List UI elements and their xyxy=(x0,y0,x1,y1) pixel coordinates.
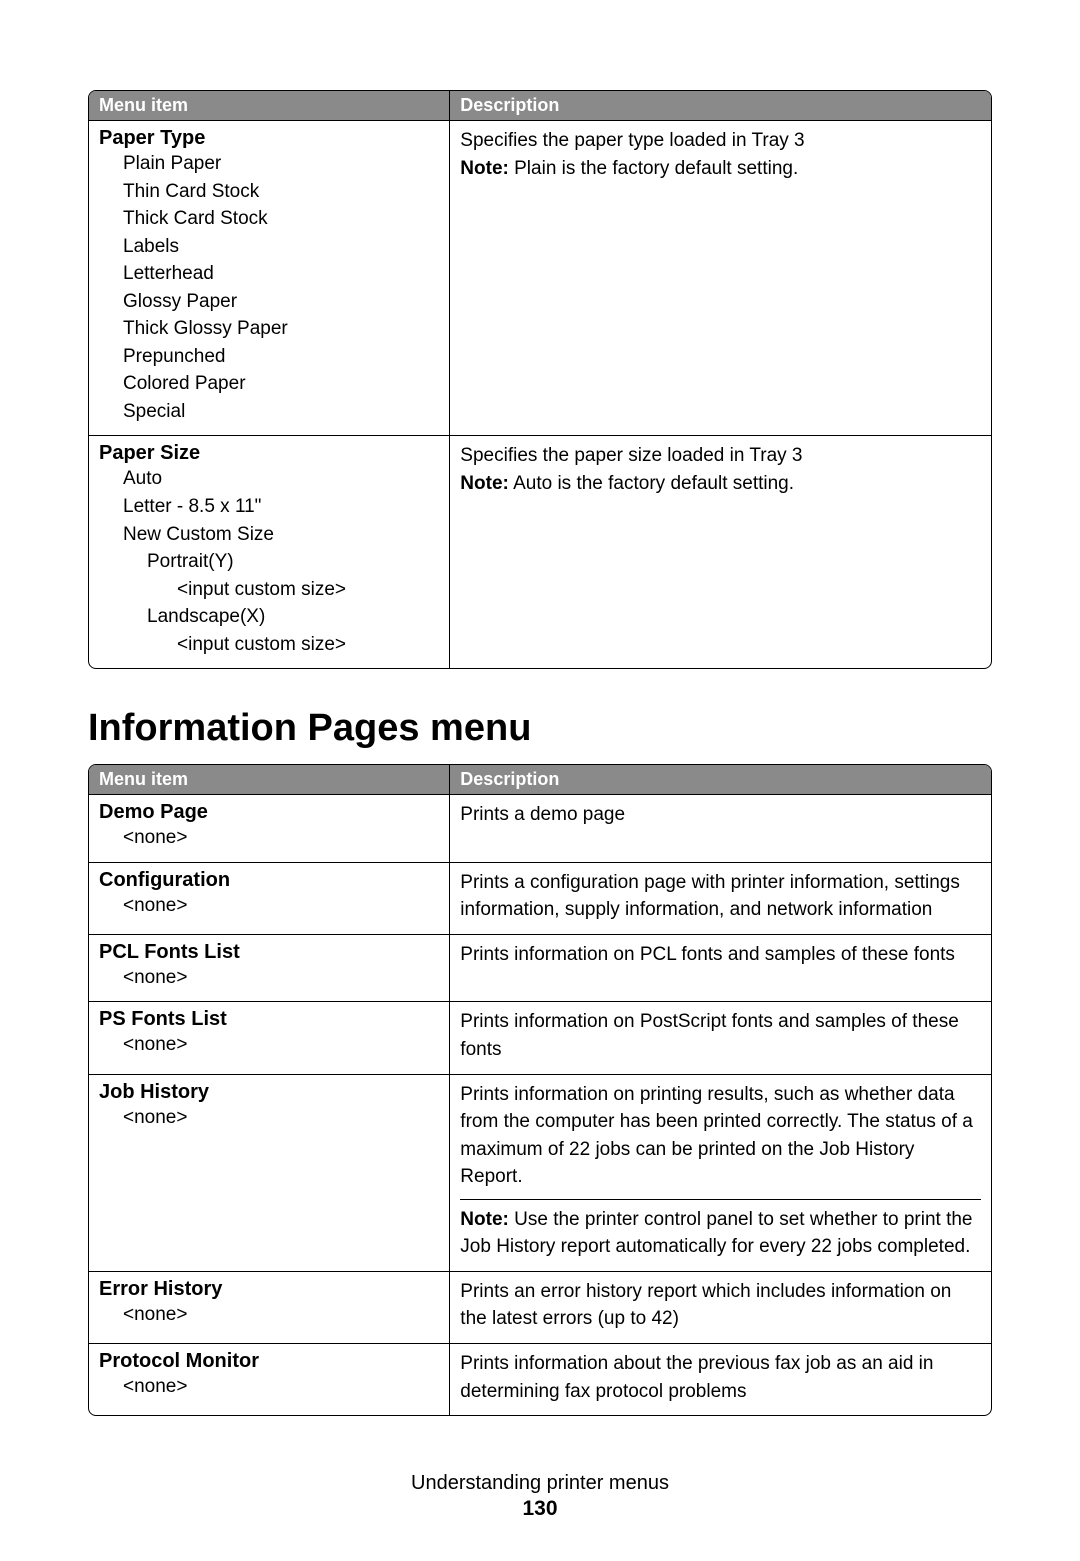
cell-description: Specifies the paper type loaded in Tray … xyxy=(450,121,991,436)
option: New Custom Size xyxy=(99,521,439,549)
note-label: Note: xyxy=(460,158,509,179)
note-label: Note: xyxy=(460,473,509,494)
table-row: PS Fonts List <none> Prints information … xyxy=(89,1002,991,1074)
cell-description: Specifies the paper size loaded in Tray … xyxy=(450,436,991,668)
description-text: Specifies the paper type loaded in Tray … xyxy=(460,127,981,155)
option-none: <none> xyxy=(99,892,439,920)
item-title-ps-fonts: PS Fonts List xyxy=(99,1008,439,1031)
option-none: <none> xyxy=(99,964,439,992)
option: Plain Paper xyxy=(99,150,439,178)
cell-description: Prints information on PCL fonts and samp… xyxy=(450,934,991,1002)
cell-menu-item: Paper Size Auto Letter - 8.5 x 11" New C… xyxy=(89,436,450,668)
table-row: Configuration <none> Prints a configurat… xyxy=(89,862,991,934)
header-menu-item: Menu item xyxy=(89,765,450,795)
cell-description: Prints information on PostScript fonts a… xyxy=(450,1002,991,1074)
cell-description: Prints a configuration page with printer… xyxy=(450,862,991,934)
table-row: Protocol Monitor <none> Prints informati… xyxy=(89,1343,991,1415)
item-title-demo-page: Demo Page xyxy=(99,801,439,824)
note-text: Use the printer control panel to set whe… xyxy=(460,1209,972,1258)
table-row: Demo Page <none> Prints a demo page xyxy=(89,795,991,863)
cell-description: Prints a demo page xyxy=(450,795,991,863)
cell-menu-item: Protocol Monitor <none> xyxy=(89,1343,450,1415)
option: Auto xyxy=(99,465,439,493)
option: Thin Card Stock xyxy=(99,178,439,206)
note-line: Note: Auto is the factory default settin… xyxy=(460,470,981,498)
option: Colored Paper xyxy=(99,370,439,398)
item-title-paper-type: Paper Type xyxy=(99,127,439,150)
item-title-paper-size: Paper Size xyxy=(99,442,439,465)
option: Thick Glossy Paper xyxy=(99,315,439,343)
note-line: Note: Plain is the factory default setti… xyxy=(460,155,981,183)
item-title-pcl-fonts: PCL Fonts List xyxy=(99,941,439,964)
table-row: Job History <none> Prints information on… xyxy=(89,1074,991,1271)
option: Labels xyxy=(99,233,439,261)
header-description: Description xyxy=(450,91,991,121)
footer-section-title: Understanding printer menus xyxy=(88,1472,992,1495)
description-text: Prints information on printing results, … xyxy=(460,1081,981,1191)
note-line: Note: Use the printer control panel to s… xyxy=(460,1199,981,1261)
option: Glossy Paper xyxy=(99,288,439,316)
description-text: Prints a configuration page with printer… xyxy=(460,869,981,924)
table-header-row: Menu item Description xyxy=(89,91,991,121)
option-none: <none> xyxy=(99,1373,439,1401)
table-row: Paper Type Plain Paper Thin Card Stock T… xyxy=(89,121,991,436)
cell-description: Prints information on printing results, … xyxy=(450,1074,991,1271)
description-text: Prints a demo page xyxy=(460,801,981,829)
option: Thick Card Stock xyxy=(99,205,439,233)
header-description: Description xyxy=(450,765,991,795)
cell-description: Prints an error history report which inc… xyxy=(450,1271,991,1343)
option-nested-input: <input custom size> xyxy=(99,631,439,659)
option-none: <none> xyxy=(99,824,439,852)
description-text: Specifies the paper size loaded in Tray … xyxy=(460,442,981,470)
note-text: Plain is the factory default setting. xyxy=(509,158,798,179)
item-title-protocol-monitor: Protocol Monitor xyxy=(99,1350,439,1373)
option: Letterhead xyxy=(99,260,439,288)
item-title-error-history: Error History xyxy=(99,1278,439,1301)
footer-page-number: 130 xyxy=(88,1497,992,1521)
cell-menu-item: Paper Type Plain Paper Thin Card Stock T… xyxy=(89,121,450,436)
table-row: PCL Fonts List <none> Prints information… xyxy=(89,934,991,1002)
tray-settings-table: Menu item Description Paper Type Plain P… xyxy=(88,90,992,669)
item-title-job-history: Job History xyxy=(99,1081,439,1104)
header-menu-item: Menu item xyxy=(89,91,450,121)
section-heading-information-pages: Information Pages menu xyxy=(88,707,992,750)
option-nested: Landscape(X) xyxy=(99,603,439,631)
page-footer: Understanding printer menus 130 xyxy=(88,1472,992,1521)
document-page: Menu item Description Paper Type Plain P… xyxy=(0,0,1080,1561)
cell-menu-item: PS Fonts List <none> xyxy=(89,1002,450,1074)
option: Special xyxy=(99,398,439,426)
description-text: Prints information on PostScript fonts a… xyxy=(460,1008,981,1063)
table-header-row: Menu item Description xyxy=(89,765,991,795)
information-pages-table: Menu item Description Demo Page <none> P… xyxy=(88,764,992,1416)
table-row: Error History <none> Prints an error his… xyxy=(89,1271,991,1343)
cell-menu-item: Configuration <none> xyxy=(89,862,450,934)
option: Letter - 8.5 x 11" xyxy=(99,493,439,521)
option-none: <none> xyxy=(99,1031,439,1059)
option-nested-input: <input custom size> xyxy=(99,576,439,604)
option: Prepunched xyxy=(99,343,439,371)
option-none: <none> xyxy=(99,1301,439,1329)
description-text: Prints information on PCL fonts and samp… xyxy=(460,941,981,969)
description-text: Prints an error history report which inc… xyxy=(460,1278,981,1333)
note-text: Auto is the factory default setting. xyxy=(509,473,794,494)
note-label: Note: xyxy=(460,1209,509,1230)
option-nested: Portrait(Y) xyxy=(99,548,439,576)
item-title-configuration: Configuration xyxy=(99,869,439,892)
cell-description: Prints information about the previous fa… xyxy=(450,1343,991,1415)
cell-menu-item: Job History <none> xyxy=(89,1074,450,1271)
cell-menu-item: PCL Fonts List <none> xyxy=(89,934,450,1002)
cell-menu-item: Error History <none> xyxy=(89,1271,450,1343)
cell-menu-item: Demo Page <none> xyxy=(89,795,450,863)
table-row: Paper Size Auto Letter - 8.5 x 11" New C… xyxy=(89,436,991,668)
option-none: <none> xyxy=(99,1104,439,1132)
